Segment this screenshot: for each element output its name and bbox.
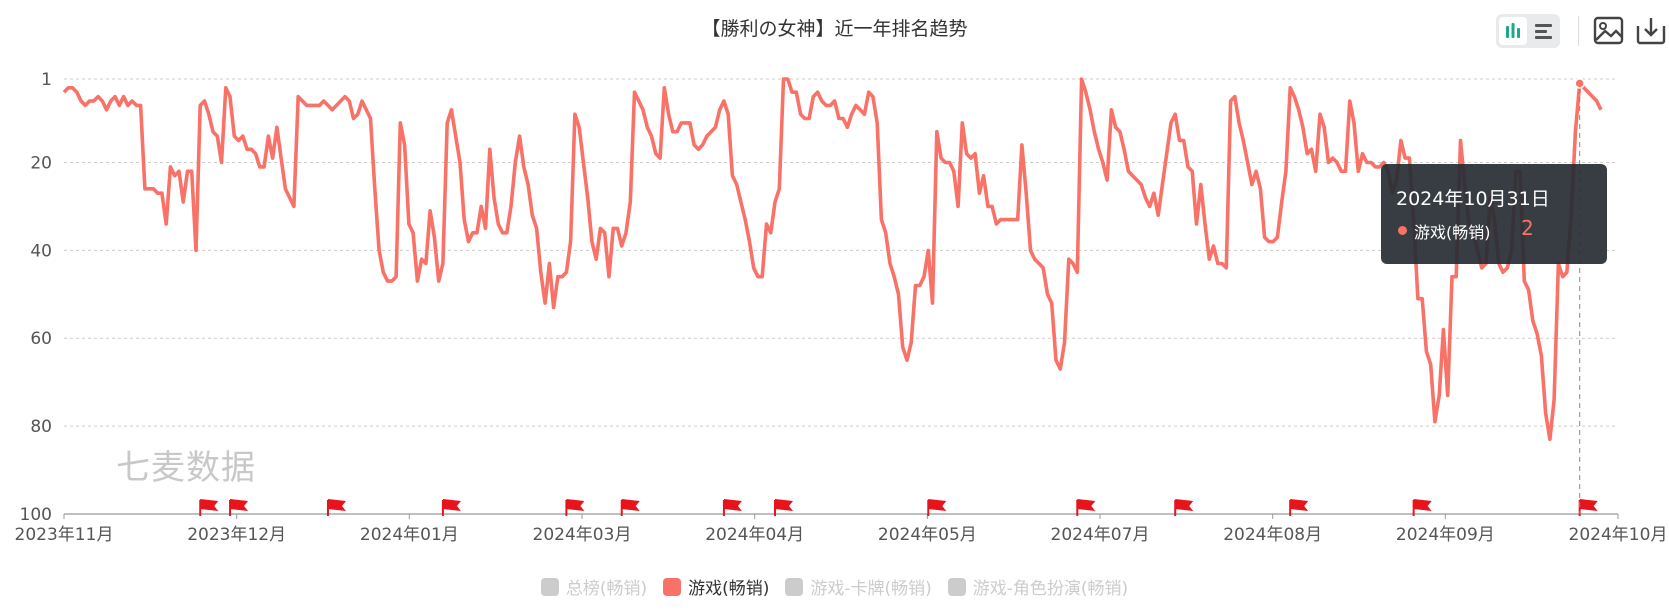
flag-marker[interactable] [927,499,947,516]
tooltip: 2024年10月31日 游戏(畅销) 2 [1381,164,1607,264]
flag-marker[interactable] [1174,499,1194,516]
legend: 总榜(畅销) 游戏(畅销) 游戏-卡牌(畅销) 游戏-角色扮演(畅销) [0,574,1669,599]
legend-label: 游戏-卡牌(畅销) [810,579,932,599]
legend-item[interactable]: 游戏-角色扮演(畅销) [947,574,1129,599]
legend-item[interactable]: 总榜(畅销) [540,574,648,599]
y-tick-label: 20 [30,153,52,173]
x-tick-label: 2024年10月 [1569,525,1668,545]
tooltip-series-dot [1398,226,1407,235]
flag-marker[interactable] [774,499,794,516]
tooltip-date: 2024年10月31日 [1396,188,1550,210]
x-tick-label: 2024年07月 [1051,525,1150,545]
toolbar-divider [1578,16,1579,46]
legend-item[interactable]: 游戏(畅销) [663,574,769,599]
legend-swatch [947,577,966,596]
highlight-point [1574,78,1585,89]
y-tick-label: 80 [30,417,52,437]
flag-marker[interactable] [441,499,461,516]
chart-title: 【勝利の女神】近一年排名趋势 [701,18,968,40]
flag-marker[interactable] [199,499,219,516]
y-tick-label: 40 [30,241,52,261]
x-tick-label: 2024年03月 [533,525,632,545]
flag-marker[interactable] [229,499,249,516]
y-tick-label: 1 [41,70,52,90]
bar-chart-icon[interactable] [1499,17,1527,45]
series-line[interactable] [62,77,1603,442]
image-icon[interactable] [1592,14,1626,48]
tooltip-series-name: 游戏(畅销) [1414,223,1491,242]
flag-marker[interactable] [1076,499,1096,516]
flag-marker[interactable] [326,499,346,516]
legend-label: 游戏(畅销) [688,579,770,599]
x-tick-label: 2024年01月 [360,525,459,545]
x-tick-label: 2024年04月 [705,525,804,545]
list-icon[interactable] [1530,17,1558,45]
x-tick-label: 2024年05月 [878,525,977,545]
y-tick-label: 60 [30,329,52,349]
flag-marker[interactable] [565,499,585,516]
legend-label: 游戏-角色扮演(畅销) [972,579,1129,599]
flag-marker[interactable] [620,499,640,516]
flag-marker[interactable] [722,499,742,516]
download-icon[interactable] [1634,14,1668,48]
flag-marker[interactable] [1412,499,1432,516]
x-tick-label: 2023年12月 [187,525,286,545]
legend-swatch [663,577,682,596]
x-tick-label: 2024年08月 [1223,525,1322,545]
legend-label: 总榜(畅销) [565,579,648,599]
x-tick-label: 2023年11月 [15,525,114,545]
view-switch[interactable] [1496,14,1560,48]
y-tick-label: 100 [20,505,52,525]
x-tick-label: 2024年09月 [1396,525,1495,545]
legend-swatch [785,577,804,596]
tooltip-value: 2 [1521,216,1534,240]
flag-marker[interactable] [1289,499,1309,516]
legend-swatch [540,577,559,596]
watermark: 七麦数据 [116,448,256,488]
legend-item[interactable]: 游戏-卡牌(畅销) [785,574,932,599]
